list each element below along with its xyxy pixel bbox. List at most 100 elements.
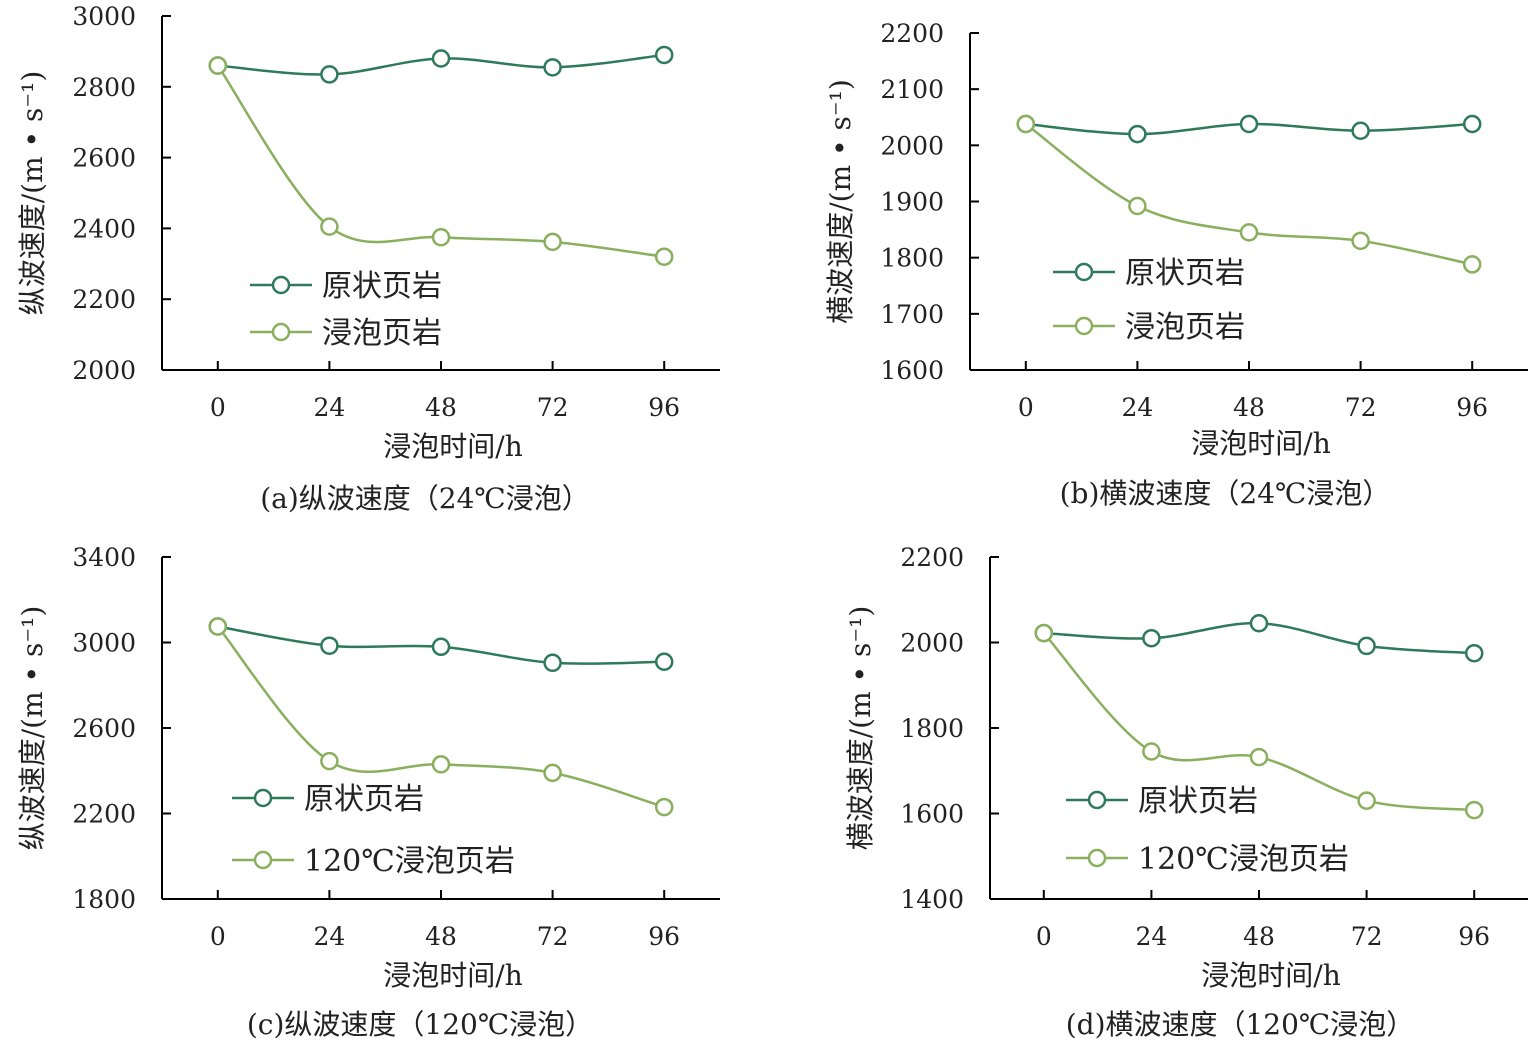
data-point-series-1 <box>543 653 562 673</box>
series-line-2 <box>1025 122 1473 266</box>
legend-marker <box>1074 262 1094 282</box>
x-axis-title: 浸泡时间/h <box>1201 959 1340 992</box>
x-tick-label: 96 <box>1456 393 1488 422</box>
legend-label: 浸泡页岩 <box>1125 310 1245 345</box>
x-tick-label: 0 <box>210 922 226 951</box>
data-point-series-1 <box>1462 114 1482 134</box>
y-tick-label: 3000 <box>72 629 136 658</box>
data-point-series-1 <box>1249 614 1269 633</box>
x-tick-label: 48 <box>1243 922 1275 951</box>
data-point-series-2 <box>208 56 228 75</box>
y-tick-label: 2600 <box>72 144 136 173</box>
y-tick-label: 1900 <box>880 188 944 217</box>
data-point-series-2 <box>543 763 562 783</box>
y-tick-label: 2100 <box>880 75 944 104</box>
x-tick-label: 72 <box>1351 922 1383 951</box>
y-tick-label: 2000 <box>900 629 964 658</box>
legend-marker <box>253 788 273 808</box>
data-point-series-2 <box>1016 114 1036 134</box>
x-axis-title: 浸泡时间/h <box>1191 427 1330 460</box>
legend-label: 120℃浸泡页岩 <box>1138 842 1349 877</box>
x-tick-label: 72 <box>1345 393 1377 422</box>
x-tick-label: 96 <box>648 922 680 951</box>
y-tick-label: 2200 <box>72 285 136 314</box>
x-tick-label: 96 <box>648 393 680 422</box>
legend-marker <box>253 850 273 870</box>
data-point-series-1 <box>1351 121 1370 140</box>
y-tick-label: 2600 <box>72 714 136 743</box>
data-point-series-2 <box>320 217 339 236</box>
y-tick-label: 1600 <box>880 356 944 385</box>
legend-label: 原状页岩 <box>304 782 424 817</box>
chart-panel-c: 1800 2200 2600 3000 3400 0 24 48 72 96 浸泡时间/h 纵波速度/… <box>16 543 720 1041</box>
data-point-series-2 <box>654 247 674 266</box>
x-tick-label: 96 <box>1458 922 1490 951</box>
data-point-series-2 <box>543 232 562 252</box>
y-tick-label: 1400 <box>900 885 964 914</box>
legend-label: 原状页岩 <box>322 269 442 304</box>
x-tick-label: 24 <box>313 922 345 951</box>
y-tick-label: 1700 <box>880 300 944 329</box>
x-tick-label: 0 <box>1018 393 1034 422</box>
x-tick-label: 72 <box>537 922 569 951</box>
data-point-series-2 <box>1128 196 1147 216</box>
panel-caption: (b)横波速度（24℃浸泡） <box>1060 477 1391 510</box>
y-tick-label: 2000 <box>880 131 944 160</box>
x-tick-label: 48 <box>425 393 457 422</box>
data-point-series-2 <box>1462 255 1482 274</box>
data-point-series-1 <box>1464 643 1484 663</box>
y-tick-label: 3000 <box>72 2 136 31</box>
data-point-series-2 <box>1464 800 1484 820</box>
legend-label: 浸泡页岩 <box>322 316 442 351</box>
series-line-2 <box>216 625 665 809</box>
legend-marker <box>1087 790 1107 810</box>
y-tick-label: 3400 <box>72 543 136 572</box>
x-tick-label: 0 <box>210 393 226 422</box>
data-point-series-1 <box>431 637 451 657</box>
data-point-series-1 <box>654 652 674 671</box>
data-point-series-2 <box>1357 791 1376 810</box>
y-axis-title: 横波速度/(m • s⁻¹) <box>844 606 877 851</box>
x-tick-label: 24 <box>1135 922 1167 951</box>
data-point-series-1 <box>1128 124 1147 144</box>
legend-marker <box>271 275 291 295</box>
data-point-series-1 <box>320 65 339 84</box>
data-point-series-2 <box>654 797 674 817</box>
y-tick-label: 2000 <box>72 356 136 385</box>
legend-label: 原状页岩 <box>1138 784 1258 819</box>
data-point-series-1 <box>1239 114 1259 134</box>
x-tick-label: 0 <box>1036 922 1052 951</box>
data-point-series-2 <box>431 755 451 774</box>
x-tick-label: 24 <box>313 393 345 422</box>
legend-label: 原状页岩 <box>1125 256 1245 291</box>
x-tick-label: 48 <box>1233 393 1265 422</box>
chart-panel-b: 1600 1700 1800 1900 2000 2100 2200 0 24 48 72 96 浸泡时… <box>824 19 1528 510</box>
data-point-series-2 <box>1239 223 1259 242</box>
data-point-series-2 <box>1142 742 1161 761</box>
y-tick-label: 2200 <box>72 800 136 829</box>
legend-marker <box>271 322 291 342</box>
legend-label: 120℃浸泡页岩 <box>304 844 515 879</box>
chart-panel-a: 2000 2200 2400 2600 2800 3000 0 24 48 72 96 浸泡时间/h 纵… <box>16 2 720 515</box>
x-axis-title: 浸泡时间/h <box>383 959 522 992</box>
x-tick-label: 48 <box>425 922 457 951</box>
y-tick-label: 1800 <box>900 714 964 743</box>
data-point-series-2 <box>320 751 339 771</box>
y-tick-label: 2200 <box>880 19 944 48</box>
y-tick-label: 1600 <box>900 800 964 829</box>
y-axis-title: 纵波速度/(m • s⁻¹) <box>16 71 49 316</box>
y-axis-title: 纵波速度/(m • s⁻¹) <box>16 606 49 851</box>
x-tick-label: 72 <box>537 393 569 422</box>
series-line-2 <box>1042 632 1475 812</box>
data-point-series-2 <box>431 228 451 247</box>
panel-caption: (d)横波速度（120℃浸泡） <box>1066 1008 1415 1041</box>
y-axis-title: 横波速度/(m • s⁻¹) <box>824 79 857 324</box>
x-tick-label: 24 <box>1121 393 1153 422</box>
legend-marker <box>1087 848 1107 868</box>
data-point-series-2 <box>1034 623 1054 643</box>
y-tick-label: 2800 <box>72 73 136 102</box>
y-tick-label: 1800 <box>72 885 136 914</box>
x-axis-title: 浸泡时间/h <box>383 430 522 463</box>
y-tick-label: 2200 <box>900 543 964 572</box>
series-line-2 <box>216 64 665 258</box>
